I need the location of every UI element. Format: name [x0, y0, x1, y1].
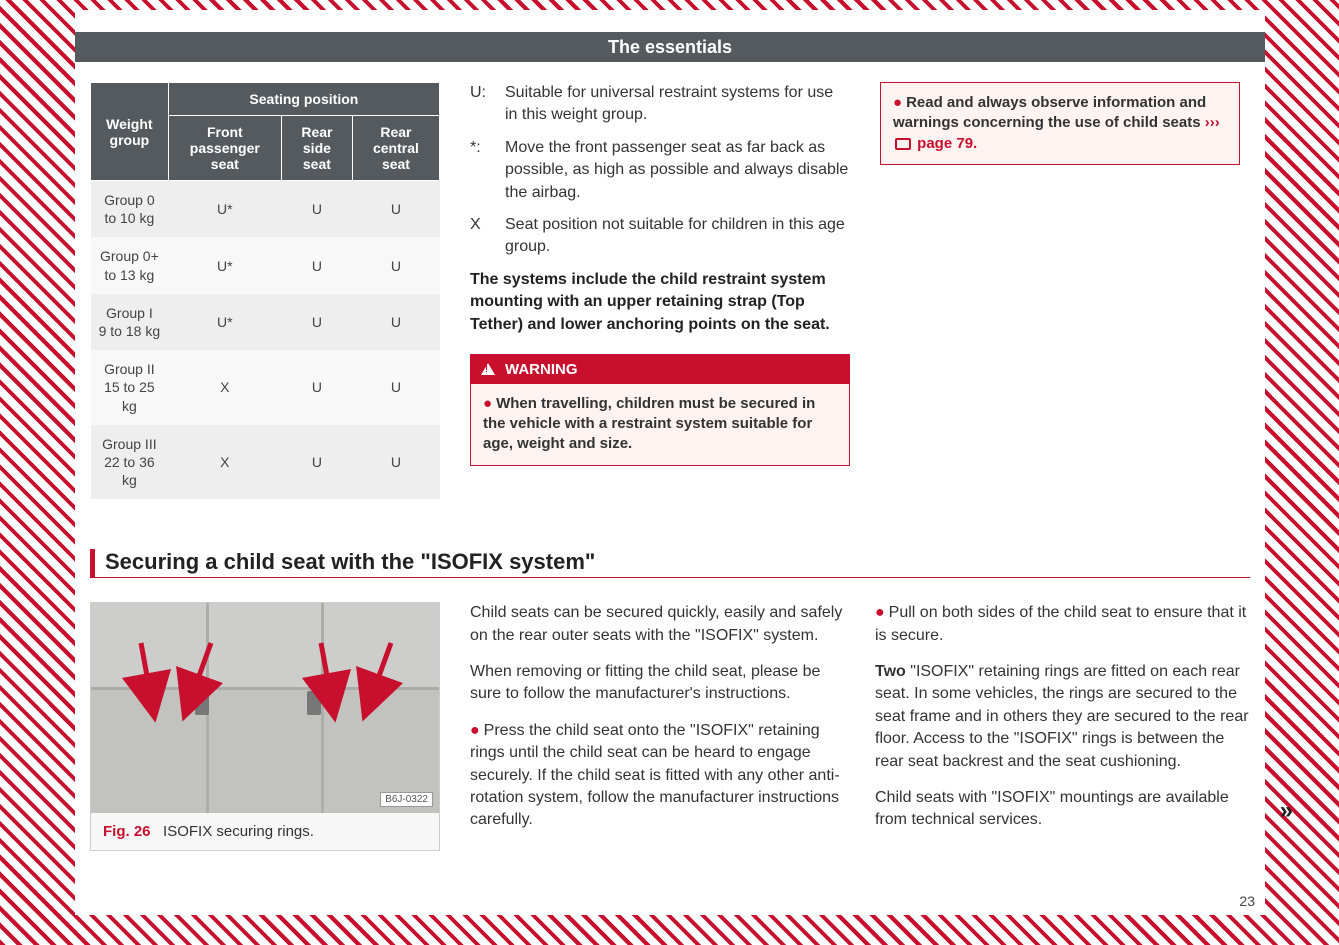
table-corner: Weight group: [91, 83, 169, 181]
row-label: Group 0+ to 13 kg: [91, 237, 169, 293]
legend-key: *:: [470, 137, 505, 204]
legend-val: Seat position not suitable for children …: [505, 214, 850, 259]
bullet-text: Pull on both sides of the child seat to …: [875, 604, 1246, 643]
cell: U: [281, 425, 352, 500]
paragraph: Two "ISOFIX" retaining rings are fitted …: [875, 661, 1250, 773]
legend-u: U: Suitable for universal restraint syst…: [470, 82, 850, 127]
figure-caption-text: ISOFIX securing rings.: [163, 823, 314, 840]
paragraph-text: "ISOFIX" retaining rings are fitted on e…: [875, 663, 1249, 770]
book-icon: [895, 138, 911, 150]
cell: U: [352, 181, 439, 238]
col-front: Front passenger seat: [168, 116, 281, 181]
bullet-paragraph: ●Pull on both sides of the child seat to…: [875, 602, 1250, 647]
cell: U*: [168, 237, 281, 293]
legend-star: *: Move the front passenger seat as far …: [470, 137, 850, 204]
figure-column: B6J-0322 Fig. 26 ISOFIX securing rings.: [90, 602, 440, 851]
section-heading: Securing a child seat with the "ISOFIX s…: [90, 549, 1250, 578]
cell: U: [281, 237, 352, 293]
legend-val: Suitable for universal restraint systems…: [505, 82, 850, 127]
page-title: The essentials: [608, 37, 732, 58]
cell: U: [352, 237, 439, 293]
bullet-icon: ●: [470, 722, 480, 739]
page-content: The essentials Weight group Seating posi…: [75, 10, 1265, 915]
table-row: Group I 9 to 18 kg U* U U: [91, 294, 440, 350]
paragraph: Child seats can be secured quickly, easi…: [470, 602, 845, 647]
warning-box: WARNING ●When travelling, children must …: [470, 354, 850, 466]
cell: U: [281, 350, 352, 425]
paragraph: When removing or fitting the child seat,…: [470, 661, 845, 706]
bullet-icon: ●: [875, 604, 885, 621]
row-label: Group II 15 to 25 kg: [91, 350, 169, 425]
warning-text: When travelling, children must be secure…: [483, 395, 815, 453]
cell: X: [168, 425, 281, 500]
table-row: Group III 22 to 36 kg X U U: [91, 425, 440, 500]
cell: U: [281, 181, 352, 238]
col-rear-side: Rear side seat: [281, 116, 352, 181]
column-note: ●Read and always observe information and…: [880, 82, 1240, 499]
bullet-icon: ●: [483, 395, 492, 412]
bold-word: Two: [875, 663, 906, 680]
page-header: The essentials: [75, 32, 1265, 62]
body-column-1: Child seats can be secured quickly, easi…: [470, 602, 845, 851]
column-table: Weight group Seating position Front pass…: [90, 82, 440, 499]
cell: U: [281, 294, 352, 350]
continue-icon: »: [1280, 797, 1293, 825]
column-legend: U: Suitable for universal restraint syst…: [470, 82, 850, 499]
cell: U: [352, 350, 439, 425]
cell: U*: [168, 294, 281, 350]
cell: U: [352, 425, 439, 500]
image-code: B6J-0322: [380, 792, 433, 807]
row-label: Group I 9 to 18 kg: [91, 294, 169, 350]
cell: X: [168, 350, 281, 425]
bullet-text: Press the child seat onto the "ISOFIX" r…: [470, 722, 840, 829]
weight-group-table: Weight group Seating position Front pass…: [90, 82, 440, 499]
warning-title: WARNING: [505, 361, 578, 378]
legend-val: Move the front passenger seat as far bac…: [505, 137, 850, 204]
figure-label: Fig. 26: [103, 823, 151, 840]
top-columns: Weight group Seating position Front pass…: [75, 62, 1265, 499]
table-row: Group 0 to 10 kg U* U U: [91, 181, 440, 238]
body-column-2: ●Pull on both sides of the child seat to…: [875, 602, 1250, 851]
warning-body: ●When travelling, children must be secur…: [471, 384, 849, 465]
bottom-columns: B6J-0322 Fig. 26 ISOFIX securing rings. …: [75, 592, 1265, 851]
figure-caption: Fig. 26 ISOFIX securing rings.: [91, 813, 439, 850]
note-text: Read and always observe information and …: [893, 94, 1206, 131]
col-rear-central: Rear central seat: [352, 116, 439, 181]
ref-arrows: ›››: [1205, 114, 1220, 131]
cell: U*: [168, 181, 281, 238]
row-label: Group 0 to 10 kg: [91, 181, 169, 238]
seating-header: Seating position: [168, 83, 439, 116]
figure-box: B6J-0322 Fig. 26 ISOFIX securing rings.: [90, 602, 440, 851]
isofix-arrows: [91, 603, 439, 813]
cell: U: [352, 294, 439, 350]
legend-key: U:: [470, 82, 505, 127]
legend-key: X: [470, 214, 505, 259]
note-box: ●Read and always observe information and…: [880, 82, 1240, 165]
bullet-icon: ●: [893, 94, 902, 111]
paragraph: Child seats with "ISOFIX" mountings are …: [875, 787, 1250, 832]
table-row: Group 0+ to 13 kg U* U U: [91, 237, 440, 293]
bold-paragraph: The systems include the child restraint …: [470, 269, 850, 336]
legend-x: X Seat position not suitable for childre…: [470, 214, 850, 259]
page-reference[interactable]: page 79.: [917, 135, 977, 152]
row-label: Group III 22 to 36 kg: [91, 425, 169, 500]
warning-icon: [481, 363, 495, 375]
bullet-paragraph: ●Press the child seat onto the "ISOFIX" …: [470, 720, 845, 832]
warning-header: WARNING: [471, 355, 849, 384]
table-row: Group II 15 to 25 kg X U U: [91, 350, 440, 425]
page-number: 23: [1239, 893, 1255, 909]
figure-image: B6J-0322: [91, 603, 439, 813]
